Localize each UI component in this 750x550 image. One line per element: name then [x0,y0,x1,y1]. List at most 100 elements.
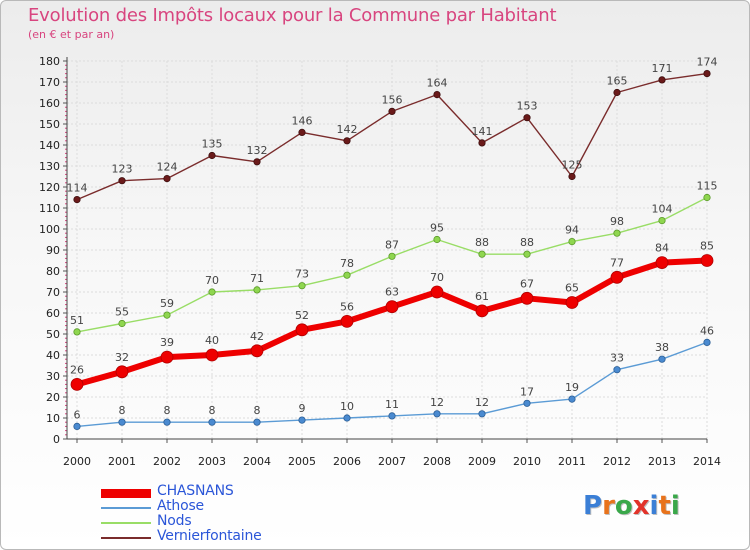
y-tick-label: 10 [46,412,60,425]
data-point-athose [478,410,486,418]
legend-label-athose: Athose [157,498,204,514]
x-tick-label: 2010 [513,455,541,468]
data-label-chasnans: 61 [475,290,489,303]
x-tick-label: 2014 [693,455,721,468]
y-tick-label: 20 [46,391,60,404]
y-tick-label: 120 [39,181,60,194]
data-point-vernierfontaine [118,177,126,185]
data-point-nods [703,193,711,202]
data-label-athose: 12 [430,396,444,409]
legend: CHASNANS Athose Nods Vernierfontaine [101,483,301,545]
data-label-vernierfontaine: 114 [67,182,88,195]
data-point-nods [118,319,126,328]
data-label-vernierfontaine: 174 [697,56,718,69]
x-tick-label: 2013 [648,455,676,468]
data-point-nods [253,286,261,294]
data-point-nods [298,282,306,290]
x-tick-label: 2001 [108,455,136,468]
data-point-vernierfontaine [253,158,261,166]
data-label-vernierfontaine: 123 [112,163,133,176]
data-label-nods: 73 [295,268,309,281]
data-point-chasnans [205,348,219,362]
legend-label-nods: Nods [157,513,192,529]
y-tick-label: 180 [39,55,60,68]
x-tick-label: 2012 [603,455,631,468]
y-tick-label: 100 [39,223,60,236]
data-label-athose: 10 [340,400,354,413]
legend-label-chasnans: CHASNANS [157,483,234,499]
data-label-nods: 95 [430,222,444,235]
data-point-vernierfontaine [343,137,351,145]
logo-letter: x [632,491,650,521]
data-label-chasnans: 26 [70,363,84,376]
series-group [70,70,714,430]
data-label-nods: 88 [475,236,489,249]
data-label-athose: 9 [299,402,306,415]
y-tick-label: 50 [46,328,60,341]
x-tick-label: 2008 [423,455,451,468]
data-label-athose: 12 [475,396,489,409]
data-point-chasnans [160,350,174,364]
y-axis-ticks: 0 10 20 30 40 50 60 70 80 90 100 110 120 130 140 150 160… [39,55,60,446]
data-point-chasnans [115,365,129,379]
data-label-vernierfontaine: 142 [337,123,358,136]
data-point-athose [253,418,261,426]
data-label-athose: 8 [254,404,261,417]
data-point-chasnans [475,304,489,318]
data-point-nods [73,328,81,336]
data-point-nods [658,217,666,225]
data-point-vernierfontaine [163,175,171,183]
data-label-athose: 6 [74,408,81,421]
x-tick-label: 2005 [288,455,316,468]
legend-item-vernierfontaine: Vernierfontaine [101,528,301,545]
data-point-athose [523,399,531,407]
data-label-chasnans: 40 [205,334,219,347]
x-tick-label: 2011 [558,455,586,468]
y-tick-label: 150 [39,118,60,131]
data-label-nods: 55 [115,306,129,319]
data-point-nods [568,238,576,246]
data-point-chasnans [295,323,309,337]
data-point-athose [388,412,396,420]
data-point-chasnans [70,377,84,391]
data-label-athose: 38 [655,341,669,354]
data-label-nods: 115 [697,180,718,193]
data-point-nods [343,271,351,279]
data-point-athose [118,418,126,426]
data-label-vernierfontaine: 153 [517,100,538,113]
y-tick-label: 140 [39,139,60,152]
data-label-chasnans: 52 [295,309,309,322]
logo-letter: i [670,491,680,521]
data-point-athose [163,418,171,426]
y-tick-label: 110 [39,202,60,215]
data-label-nods: 87 [385,238,399,251]
data-point-chasnans [610,270,624,284]
data-point-vernierfontaine [568,172,576,181]
x-axis-ticks: 2000 2001 2002 2003 2004 2005 2006 2007 2008 2009… [63,455,721,468]
data-label-chasnans: 85 [700,240,714,253]
data-label-vernierfontaine: 146 [292,114,313,127]
legend-item-chasnans: CHASNANS [101,483,301,500]
data-label-nods: 104 [652,203,673,216]
data-label-chasnans: 63 [385,286,399,299]
data-point-vernierfontaine [478,139,486,147]
data-point-chasnans [520,291,534,305]
legend-swatch-athose [101,507,151,509]
data-point-vernierfontaine [73,196,81,204]
data-point-athose [298,416,306,424]
logo-letter: P [583,491,603,521]
legend-swatch-nods [101,522,151,524]
data-point-athose [658,355,666,363]
data-label-nods: 71 [250,272,264,285]
logo-letter: t [658,491,671,521]
legend-label-vernierfontaine: Vernierfontaine [157,528,262,544]
data-label-athose: 8 [119,404,126,417]
data-point-vernierfontaine [613,88,621,97]
data-label-vernierfontaine: 124 [157,161,178,174]
data-label-athose: 17 [520,385,534,398]
data-label-chasnans: 42 [250,330,264,343]
data-label-nods: 88 [520,236,534,249]
data-label-vernierfontaine: 141 [472,125,493,138]
x-tick-label: 2004 [243,455,271,468]
